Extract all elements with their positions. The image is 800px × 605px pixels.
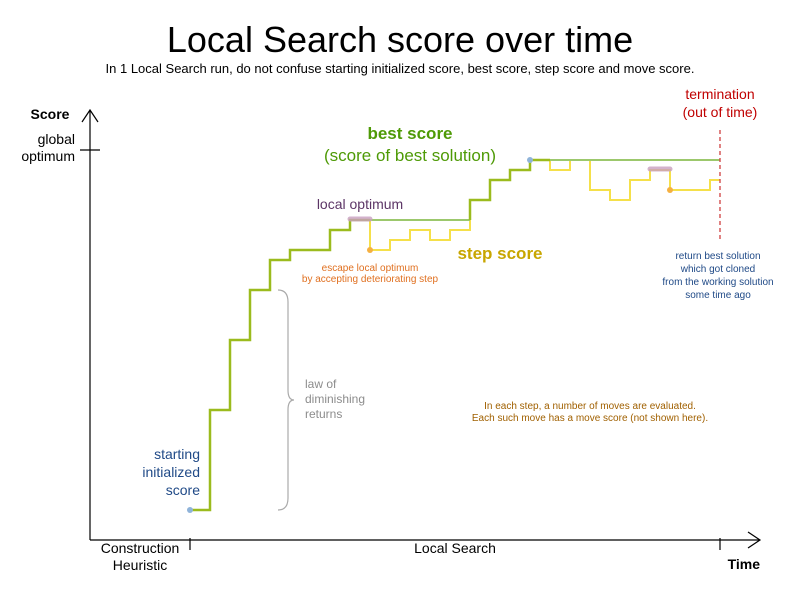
return-best-label-3: from the working solution — [662, 277, 773, 288]
moves-note-2: Each such move has a move score (not sho… — [472, 413, 708, 424]
termination-label-1: termination — [685, 86, 754, 102]
return-best-label-4: some time ago — [685, 290, 751, 301]
starting-label-1: starting — [154, 446, 200, 462]
y-tick-label-1: global — [38, 131, 75, 147]
starting-label-2: initialized — [142, 464, 200, 480]
subtitle: In 1 Local Search run, do not confuse st… — [106, 61, 695, 76]
phase-construction-1: Construction — [101, 540, 180, 556]
x-ticks — [189, 538, 721, 550]
escape-label-2: by accepting deteriorating step — [302, 274, 439, 285]
escape-label-1: escape local optimum — [322, 263, 419, 274]
diminishing-label-3: returns — [305, 407, 342, 421]
x-axis — [90, 531, 762, 549]
diminishing-label-2: diminishing — [305, 392, 365, 406]
axes — [80, 108, 762, 550]
moves-note-1: In each step, a number of moves are eval… — [484, 401, 696, 412]
local-optimum-highlights — [347, 166, 673, 222]
local-optimum-label: local optimum — [317, 196, 403, 212]
best-score-sublabel: (score of best solution) — [324, 146, 496, 165]
step-score-line-1 — [369, 220, 471, 251]
phase-construction-2: Heuristic — [113, 557, 167, 573]
termination-label-2: (out of time) — [683, 104, 758, 120]
y-tick-label-2: optimum — [21, 148, 75, 164]
starting-label-3: score — [166, 482, 200, 498]
start-point — [187, 507, 193, 513]
step-score-lines — [369, 159, 720, 251]
best-point — [527, 157, 533, 163]
y-axis — [81, 108, 99, 540]
escape-point-2 — [667, 187, 673, 193]
x-axis-label: Time — [728, 556, 761, 572]
return-best-label-2: which got cloned — [680, 264, 756, 275]
return-best-label-1: return best solution — [675, 251, 760, 262]
y-axis-label: Score — [31, 106, 70, 122]
step-score-label: step score — [457, 244, 542, 263]
step-score-line-2 — [549, 159, 720, 201]
phase-local-search: Local Search — [414, 540, 496, 556]
best-score-line — [190, 158, 550, 512]
diminishing-label-1: law of — [305, 377, 337, 391]
brace-icon — [277, 289, 295, 511]
title: Local Search score over time — [167, 19, 633, 60]
escape-point-1 — [367, 247, 373, 253]
best-score-label: best score — [367, 124, 452, 143]
